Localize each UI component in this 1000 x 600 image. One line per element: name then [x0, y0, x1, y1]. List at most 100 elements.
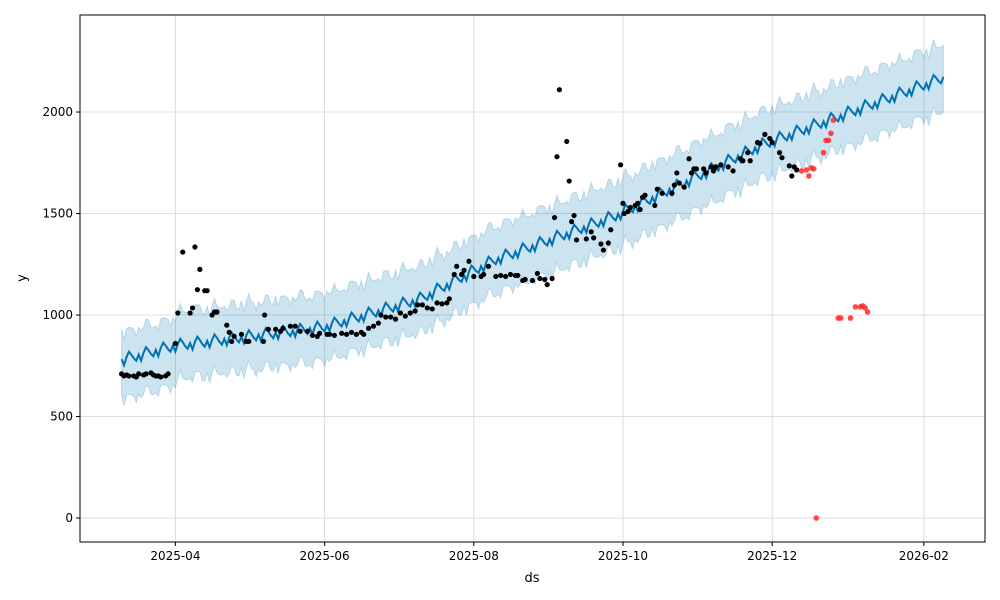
observed-point: [652, 202, 658, 209]
observed-point: [175, 310, 181, 316]
observed-point: [392, 316, 399, 322]
observed-point: [451, 271, 457, 278]
observed-point: [747, 158, 753, 164]
observed-point: [407, 310, 413, 316]
plot-frame: [79, 14, 986, 543]
uncertainty-interval-band: [121, 38, 944, 407]
observed-point: [776, 150, 783, 156]
observed-point: [434, 300, 440, 306]
observed-point: [642, 192, 648, 198]
observed-point: [331, 332, 337, 338]
observed-point: [397, 310, 404, 316]
observed-point: [444, 300, 450, 306]
observed-point: [388, 314, 394, 320]
observed-point: [681, 184, 687, 190]
observed-point: [172, 340, 178, 347]
observed-point: [674, 170, 680, 176]
x-tick-label: 2026-02: [899, 549, 949, 563]
observed-point: [617, 162, 624, 168]
observed-point: [412, 308, 418, 314]
observed-point: [287, 323, 293, 329]
observed-point: [730, 168, 736, 174]
anomaly-point: [864, 309, 871, 315]
observed-point: [429, 306, 435, 312]
observed-point: [378, 312, 384, 318]
observed-point: [654, 186, 660, 192]
anomaly-point: [825, 137, 832, 144]
observed-point: [197, 266, 203, 272]
observed-point: [309, 332, 315, 338]
observed-point: [229, 338, 235, 345]
observed-point: [554, 154, 560, 160]
y-tick-label: 2000: [42, 105, 73, 119]
observed-point: [326, 331, 333, 337]
observed-points: [118, 87, 800, 380]
anomaly-point: [798, 168, 805, 174]
observed-point: [280, 325, 286, 331]
observed-point: [419, 302, 426, 308]
y-tick-label: 500: [50, 410, 73, 424]
x-tick-label: 2025-08: [449, 549, 499, 563]
observed-point: [544, 281, 550, 288]
observed-point: [762, 131, 768, 137]
forecast-line: [120, 73, 945, 369]
observed-point: [708, 164, 714, 170]
observed-point: [573, 237, 580, 243]
x-tick-label: 2025-04: [150, 549, 200, 563]
observed-point: [542, 276, 548, 283]
anomaly-point: [810, 166, 817, 172]
observed-point: [194, 287, 201, 293]
observed-point: [701, 166, 707, 172]
observed-point: [189, 305, 196, 311]
observed-point: [588, 229, 594, 235]
y-tick-label: 1500: [42, 207, 73, 221]
observed-point: [740, 158, 746, 164]
observed-point: [383, 314, 389, 320]
observed-point: [507, 271, 514, 278]
observed-point: [348, 329, 355, 335]
observed-point: [549, 275, 555, 282]
grid: [80, 15, 985, 542]
observed-point: [461, 267, 467, 273]
observed-point: [361, 331, 367, 337]
observed-point: [414, 302, 421, 308]
y-axis-label: y: [15, 274, 30, 282]
observed-point: [794, 167, 800, 173]
observed-point: [703, 170, 709, 176]
observed-point: [317, 330, 323, 336]
observed-point: [439, 301, 445, 307]
observed-point: [591, 235, 597, 241]
anomaly-point: [862, 305, 868, 311]
anomaly-points: [798, 117, 871, 521]
observed-point: [292, 323, 298, 329]
observed-point: [260, 338, 267, 345]
observed-point: [375, 320, 382, 326]
anomaly-point: [828, 130, 834, 137]
observed-point: [446, 296, 452, 302]
observed-point: [789, 173, 795, 179]
observed-point: [265, 326, 271, 332]
observed-point: [659, 190, 665, 196]
observed-point: [786, 163, 792, 169]
anomaly-point: [830, 117, 837, 123]
x-axis-ticks: 2025-04 2025-06 2025-08 2025-10 2025-12 2026-…: [150, 542, 949, 563]
observed-point: [725, 164, 731, 170]
observed-point: [757, 140, 763, 147]
observed-point: [767, 135, 773, 142]
observed-point: [769, 139, 775, 146]
observed-point: [366, 325, 372, 331]
observed-point: [529, 277, 536, 284]
observed-point: [231, 333, 237, 339]
observed-point: [625, 208, 631, 215]
observed-point: [564, 138, 570, 145]
observed-point: [297, 328, 303, 334]
observed-point: [635, 200, 641, 206]
observed-point: [534, 270, 540, 277]
x-tick-label: 2025-12: [747, 549, 797, 563]
observed-point: [498, 272, 504, 279]
anomaly-point: [803, 167, 810, 173]
observed-point: [693, 166, 699, 172]
anomaly-point: [852, 304, 859, 310]
observed-point: [598, 241, 604, 247]
observed-point: [165, 371, 171, 377]
